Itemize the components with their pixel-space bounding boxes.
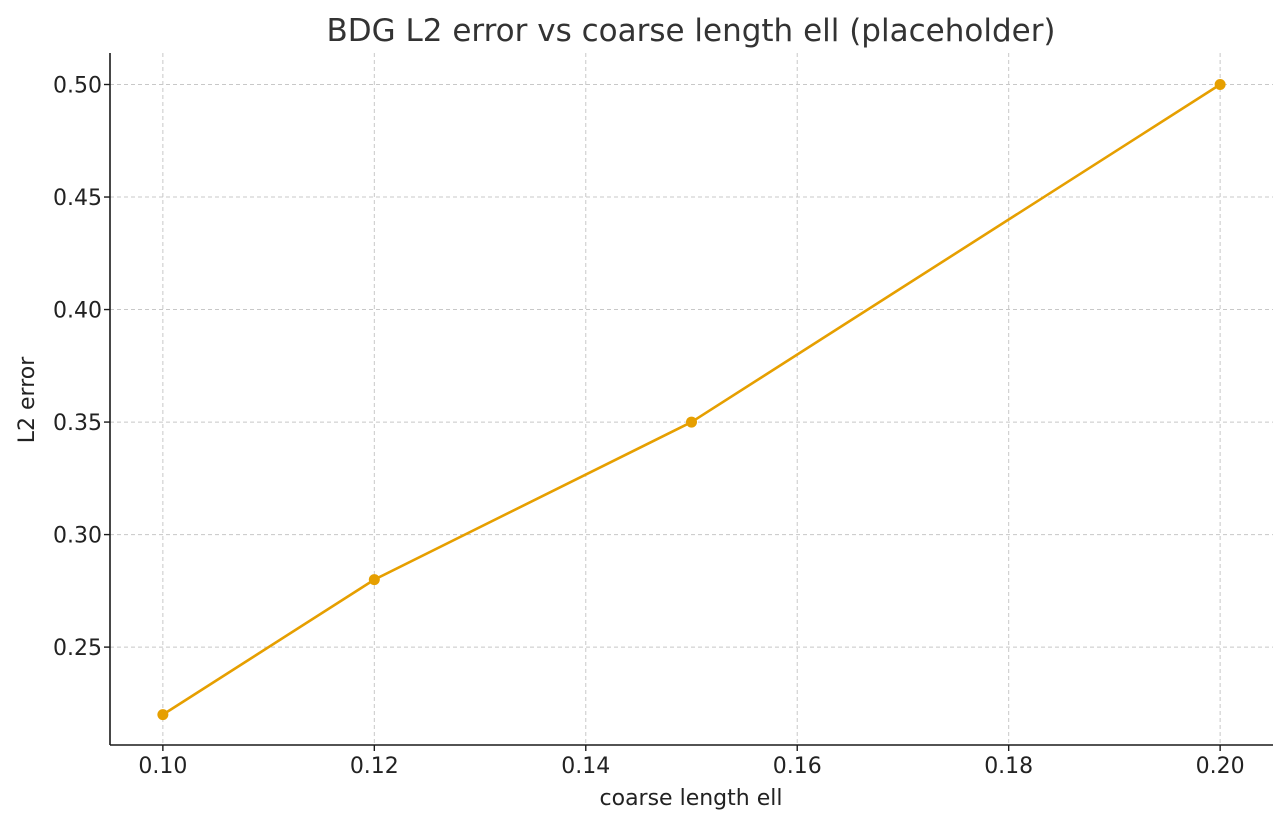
y-axis-label: L2 error [15,356,40,443]
data-point [368,574,380,586]
x-tick-label: 0.12 [350,754,399,779]
y-tick-label: 0.25 [53,636,102,661]
y-tick-label: 0.50 [53,74,102,99]
y-tick-label: 0.45 [53,186,102,211]
x-axis-label: coarse length ell [600,786,783,811]
series [157,79,1226,721]
x-tick-label: 0.18 [984,754,1033,779]
series-line [162,83,1221,716]
y-tick-label: 0.40 [53,299,102,324]
data-point [686,416,697,428]
x-axis-ticks: 0.10 0.12 0.14 0.16 0.18 0.20 [138,745,1245,779]
x-tick-label: 0.20 [1196,754,1245,779]
y-tick-label: 0.35 [53,411,102,436]
x-tick-label: 0.16 [773,754,822,779]
grid-lines [110,53,1273,745]
x-tick-label: 0.14 [561,754,610,779]
data-point [1214,79,1226,91]
chart-title: BDG L2 error vs coarse length ell (place… [326,13,1055,49]
y-axis-ticks: 0.25 0.30 0.35 0.40 0.45 0.50 [53,74,110,661]
axes [109,53,1273,746]
y-tick-label: 0.30 [53,524,102,549]
x-tick-label: 0.10 [138,754,187,779]
data-point [157,709,169,721]
